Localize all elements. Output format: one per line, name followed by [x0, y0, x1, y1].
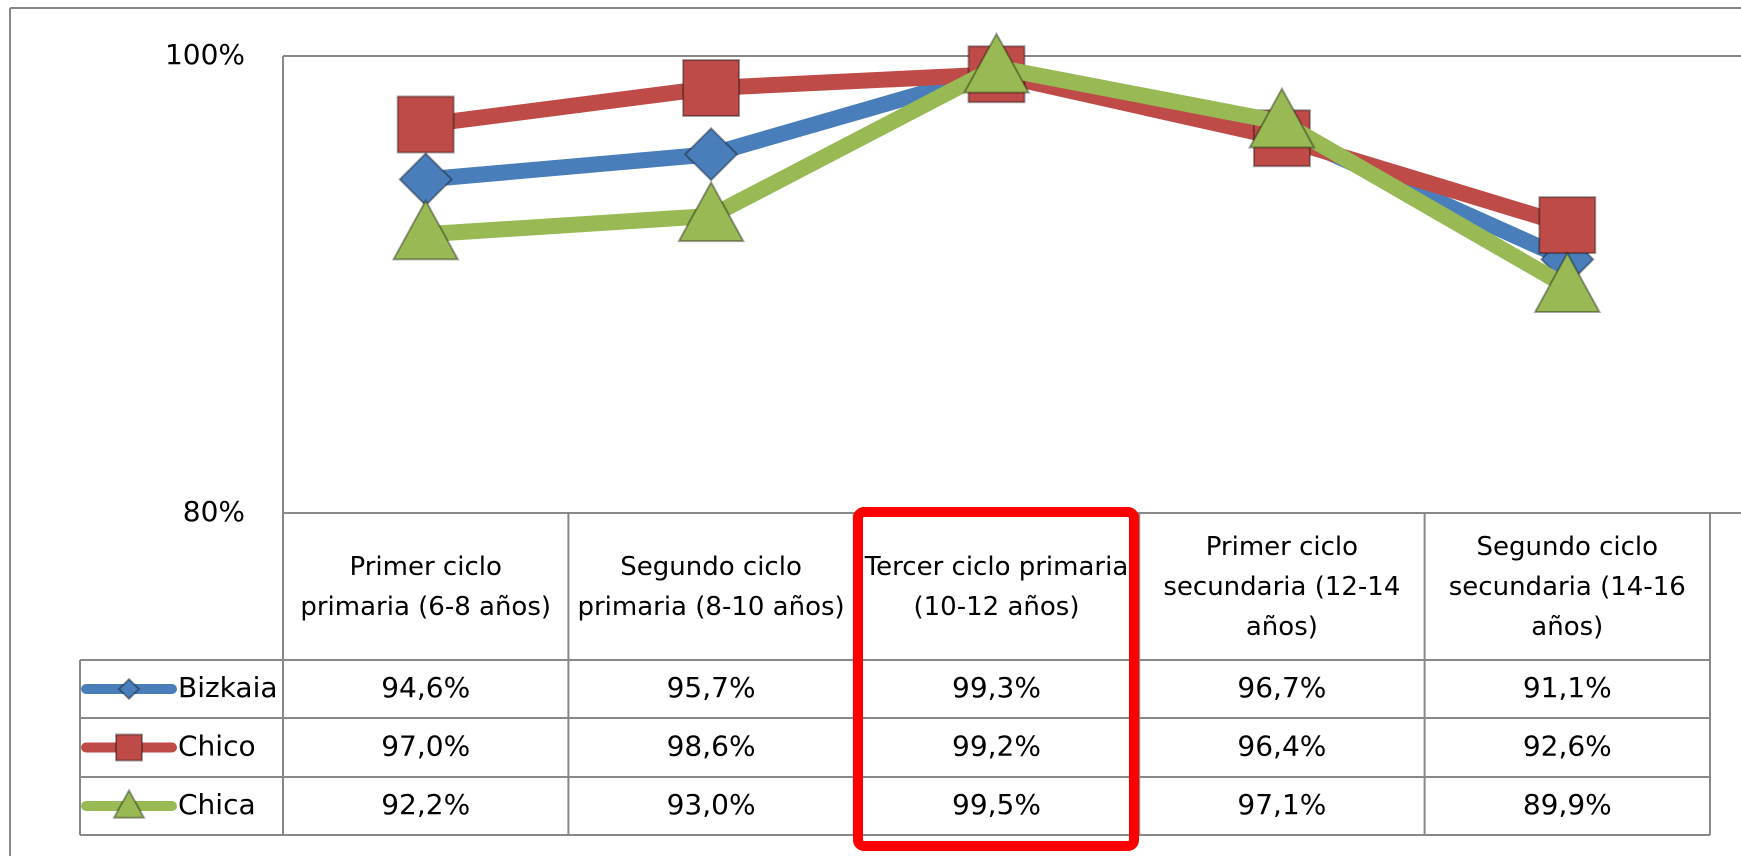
y-tick-label: 80%	[183, 495, 245, 528]
value-label: 95,7%	[667, 671, 756, 704]
x-tick-label: Tercer ciclo primaria (10-12 años)	[864, 551, 1129, 622]
marker	[1248, 86, 1316, 149]
value-label: 93,0%	[667, 788, 756, 821]
category-header: Primer ciclo secundaria (12-14 años)	[1163, 531, 1401, 642]
data-table: Primer ciclo primaria (6-8 años) Segundo …	[79, 512, 1711, 836]
value-label: 91,1%	[1523, 671, 1612, 704]
category-header: Tercer ciclo primaria (10-12 años)	[864, 551, 1129, 622]
marker	[112, 788, 146, 819]
category-header: Segundo ciclo secundaria (14-16 años)	[1448, 531, 1686, 642]
value-label: 89,9%	[1523, 788, 1612, 821]
legend-label: Chico	[178, 730, 256, 763]
x-tick-label: Segundo ciclo primaria (8-10 años)	[577, 551, 845, 622]
marker	[398, 151, 454, 207]
marker	[962, 31, 1031, 94]
value-label: 99,5%	[952, 788, 1041, 821]
value-label: 99,2%	[952, 730, 1041, 763]
marker	[115, 733, 143, 762]
value-label: 92,6%	[1523, 730, 1612, 763]
legend-label: Chica	[178, 788, 256, 821]
marker	[683, 126, 739, 182]
marker	[117, 677, 141, 701]
value-label: 97,1%	[1237, 788, 1326, 821]
x-tick-label: Segundo ciclo secundaria (14-16 años)	[1448, 531, 1686, 642]
category-header: Segundo ciclo primaria (8-10 años)	[577, 551, 845, 622]
value-label: 92,2%	[381, 788, 470, 821]
y-tick-label: 100%	[165, 38, 245, 71]
value-label: 98,6%	[667, 730, 756, 763]
category-header: Primer ciclo primaria (6-8 años)	[300, 551, 552, 622]
highlight-box	[853, 507, 1139, 851]
marker	[1538, 196, 1597, 255]
marker	[682, 58, 741, 117]
x-tick-label: Primer ciclo secundaria (12-14 años)	[1163, 531, 1401, 642]
plot	[391, 31, 1602, 313]
value-label: 96,4%	[1237, 730, 1326, 763]
value-label: 99,3%	[952, 671, 1041, 704]
value-label: 96,7%	[1237, 671, 1326, 704]
value-label: 97,0%	[381, 730, 470, 763]
marker	[396, 95, 455, 154]
value-label: 94,6%	[381, 671, 470, 704]
marker	[1533, 251, 1602, 313]
marker	[677, 180, 745, 243]
x-tick-label: Primer ciclo primaria (6-8 años)	[300, 551, 552, 622]
marker	[391, 198, 460, 261]
legend-label: Bizkaia	[178, 671, 278, 704]
